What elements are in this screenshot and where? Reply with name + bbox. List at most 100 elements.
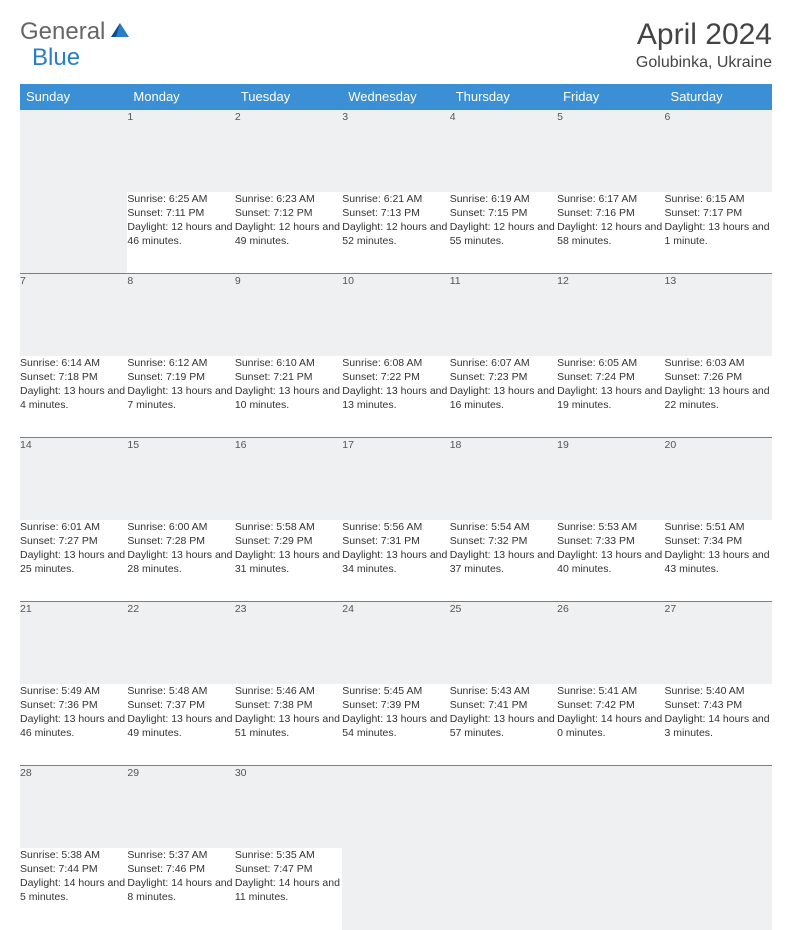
day-number: 17 (342, 438, 449, 520)
day-number (450, 766, 557, 848)
sunset-text: Sunset: 7:11 PM (127, 206, 234, 220)
sunrise-text: Sunrise: 6:15 AM (665, 192, 772, 206)
day-cell: Sunrise: 6:05 AMSunset: 7:24 PMDaylight:… (557, 356, 664, 438)
day-number: 1 (127, 110, 234, 192)
daylight-text: Daylight: 12 hours and 58 minutes. (557, 220, 664, 248)
daylight-text: Daylight: 14 hours and 0 minutes. (557, 712, 664, 740)
day-header: Saturday (665, 84, 772, 110)
sunset-text: Sunset: 7:16 PM (557, 206, 664, 220)
sunset-text: Sunset: 7:32 PM (450, 534, 557, 548)
week-number-row: 21222324252627 (20, 602, 772, 684)
daylight-text: Daylight: 13 hours and 13 minutes. (342, 384, 449, 412)
day-cell: Sunrise: 6:03 AMSunset: 7:26 PMDaylight:… (665, 356, 772, 438)
day-cell: Sunrise: 6:21 AMSunset: 7:13 PMDaylight:… (342, 192, 449, 274)
day-header: Thursday (450, 84, 557, 110)
sunrise-text: Sunrise: 5:51 AM (665, 520, 772, 534)
day-cell (557, 848, 664, 930)
sunrise-text: Sunrise: 6:08 AM (342, 356, 449, 370)
sunset-text: Sunset: 7:27 PM (20, 534, 127, 548)
sunset-text: Sunset: 7:28 PM (127, 534, 234, 548)
sunrise-text: Sunrise: 6:10 AM (235, 356, 342, 370)
daylight-text: Daylight: 12 hours and 49 minutes. (235, 220, 342, 248)
sunrise-text: Sunrise: 5:48 AM (127, 684, 234, 698)
sunrise-text: Sunrise: 5:54 AM (450, 520, 557, 534)
day-cell: Sunrise: 6:15 AMSunset: 7:17 PMDaylight:… (665, 192, 772, 274)
day-cell: Sunrise: 6:17 AMSunset: 7:16 PMDaylight:… (557, 192, 664, 274)
day-number: 14 (20, 438, 127, 520)
sunset-text: Sunset: 7:33 PM (557, 534, 664, 548)
daylight-text: Daylight: 13 hours and 46 minutes. (20, 712, 127, 740)
daylight-text: Daylight: 13 hours and 34 minutes. (342, 548, 449, 576)
sunrise-text: Sunrise: 5:56 AM (342, 520, 449, 534)
sunrise-text: Sunrise: 5:35 AM (235, 848, 342, 862)
day-number: 8 (127, 274, 234, 356)
daylight-text: Daylight: 12 hours and 46 minutes. (127, 220, 234, 248)
daylight-text: Daylight: 13 hours and 1 minute. (665, 220, 772, 248)
sunset-text: Sunset: 7:17 PM (665, 206, 772, 220)
sunset-text: Sunset: 7:22 PM (342, 370, 449, 384)
daylight-text: Daylight: 13 hours and 37 minutes. (450, 548, 557, 576)
day-cell: Sunrise: 5:49 AMSunset: 7:36 PMDaylight:… (20, 684, 127, 766)
day-number: 27 (665, 602, 772, 684)
day-cell: Sunrise: 5:41 AMSunset: 7:42 PMDaylight:… (557, 684, 664, 766)
daylight-text: Daylight: 13 hours and 28 minutes. (127, 548, 234, 576)
day-number: 20 (665, 438, 772, 520)
sunrise-text: Sunrise: 5:58 AM (235, 520, 342, 534)
daylight-text: Daylight: 13 hours and 16 minutes. (450, 384, 557, 412)
sunset-text: Sunset: 7:38 PM (235, 698, 342, 712)
daylight-text: Daylight: 13 hours and 49 minutes. (127, 712, 234, 740)
sunset-text: Sunset: 7:47 PM (235, 862, 342, 876)
day-cell: Sunrise: 5:56 AMSunset: 7:31 PMDaylight:… (342, 520, 449, 602)
day-cell: Sunrise: 6:00 AMSunset: 7:28 PMDaylight:… (127, 520, 234, 602)
daylight-text: Daylight: 13 hours and 51 minutes. (235, 712, 342, 740)
sunrise-text: Sunrise: 5:41 AM (557, 684, 664, 698)
day-cell: Sunrise: 6:01 AMSunset: 7:27 PMDaylight:… (20, 520, 127, 602)
daylight-text: Daylight: 13 hours and 57 minutes. (450, 712, 557, 740)
daylight-text: Daylight: 13 hours and 10 minutes. (235, 384, 342, 412)
month-title: April 2024 (636, 18, 772, 52)
daylight-text: Daylight: 13 hours and 43 minutes. (665, 548, 772, 576)
day-number: 10 (342, 274, 449, 356)
day-cell: Sunrise: 5:37 AMSunset: 7:46 PMDaylight:… (127, 848, 234, 930)
calendar-body: 123456Sunrise: 6:25 AMSunset: 7:11 PMDay… (20, 110, 772, 930)
day-header: Tuesday (235, 84, 342, 110)
day-cell: Sunrise: 5:35 AMSunset: 7:47 PMDaylight:… (235, 848, 342, 930)
day-cell: Sunrise: 5:46 AMSunset: 7:38 PMDaylight:… (235, 684, 342, 766)
day-cell (20, 192, 127, 274)
sunset-text: Sunset: 7:34 PM (665, 534, 772, 548)
week-body-row: Sunrise: 6:14 AMSunset: 7:18 PMDaylight:… (20, 356, 772, 438)
day-number: 15 (127, 438, 234, 520)
sunrise-text: Sunrise: 5:37 AM (127, 848, 234, 862)
sunrise-text: Sunrise: 6:17 AM (557, 192, 664, 206)
day-cell: Sunrise: 5:53 AMSunset: 7:33 PMDaylight:… (557, 520, 664, 602)
sunset-text: Sunset: 7:15 PM (450, 206, 557, 220)
day-number: 29 (127, 766, 234, 848)
sunrise-text: Sunrise: 6:05 AM (557, 356, 664, 370)
day-number: 22 (127, 602, 234, 684)
week-body-row: Sunrise: 6:01 AMSunset: 7:27 PMDaylight:… (20, 520, 772, 602)
sunrise-text: Sunrise: 5:45 AM (342, 684, 449, 698)
day-number: 24 (342, 602, 449, 684)
day-header: Sunday (20, 84, 127, 110)
day-number: 16 (235, 438, 342, 520)
day-number (342, 766, 449, 848)
daylight-text: Daylight: 13 hours and 54 minutes. (342, 712, 449, 740)
day-cell: Sunrise: 5:48 AMSunset: 7:37 PMDaylight:… (127, 684, 234, 766)
sunrise-text: Sunrise: 6:03 AM (665, 356, 772, 370)
sunrise-text: Sunrise: 6:00 AM (127, 520, 234, 534)
daylight-text: Daylight: 13 hours and 22 minutes. (665, 384, 772, 412)
daylight-text: Daylight: 14 hours and 5 minutes. (20, 876, 127, 904)
sunrise-text: Sunrise: 5:38 AM (20, 848, 127, 862)
day-number: 6 (665, 110, 772, 192)
day-number: 28 (20, 766, 127, 848)
sunset-text: Sunset: 7:21 PM (235, 370, 342, 384)
day-cell: Sunrise: 5:38 AMSunset: 7:44 PMDaylight:… (20, 848, 127, 930)
day-header: Wednesday (342, 84, 449, 110)
day-number: 4 (450, 110, 557, 192)
week-body-row: Sunrise: 5:38 AMSunset: 7:44 PMDaylight:… (20, 848, 772, 930)
day-cell: Sunrise: 6:19 AMSunset: 7:15 PMDaylight:… (450, 192, 557, 274)
daylight-text: Daylight: 14 hours and 8 minutes. (127, 876, 234, 904)
day-cell: Sunrise: 6:07 AMSunset: 7:23 PMDaylight:… (450, 356, 557, 438)
sunset-text: Sunset: 7:43 PM (665, 698, 772, 712)
location-subtitle: Golubinka, Ukraine (636, 54, 772, 72)
